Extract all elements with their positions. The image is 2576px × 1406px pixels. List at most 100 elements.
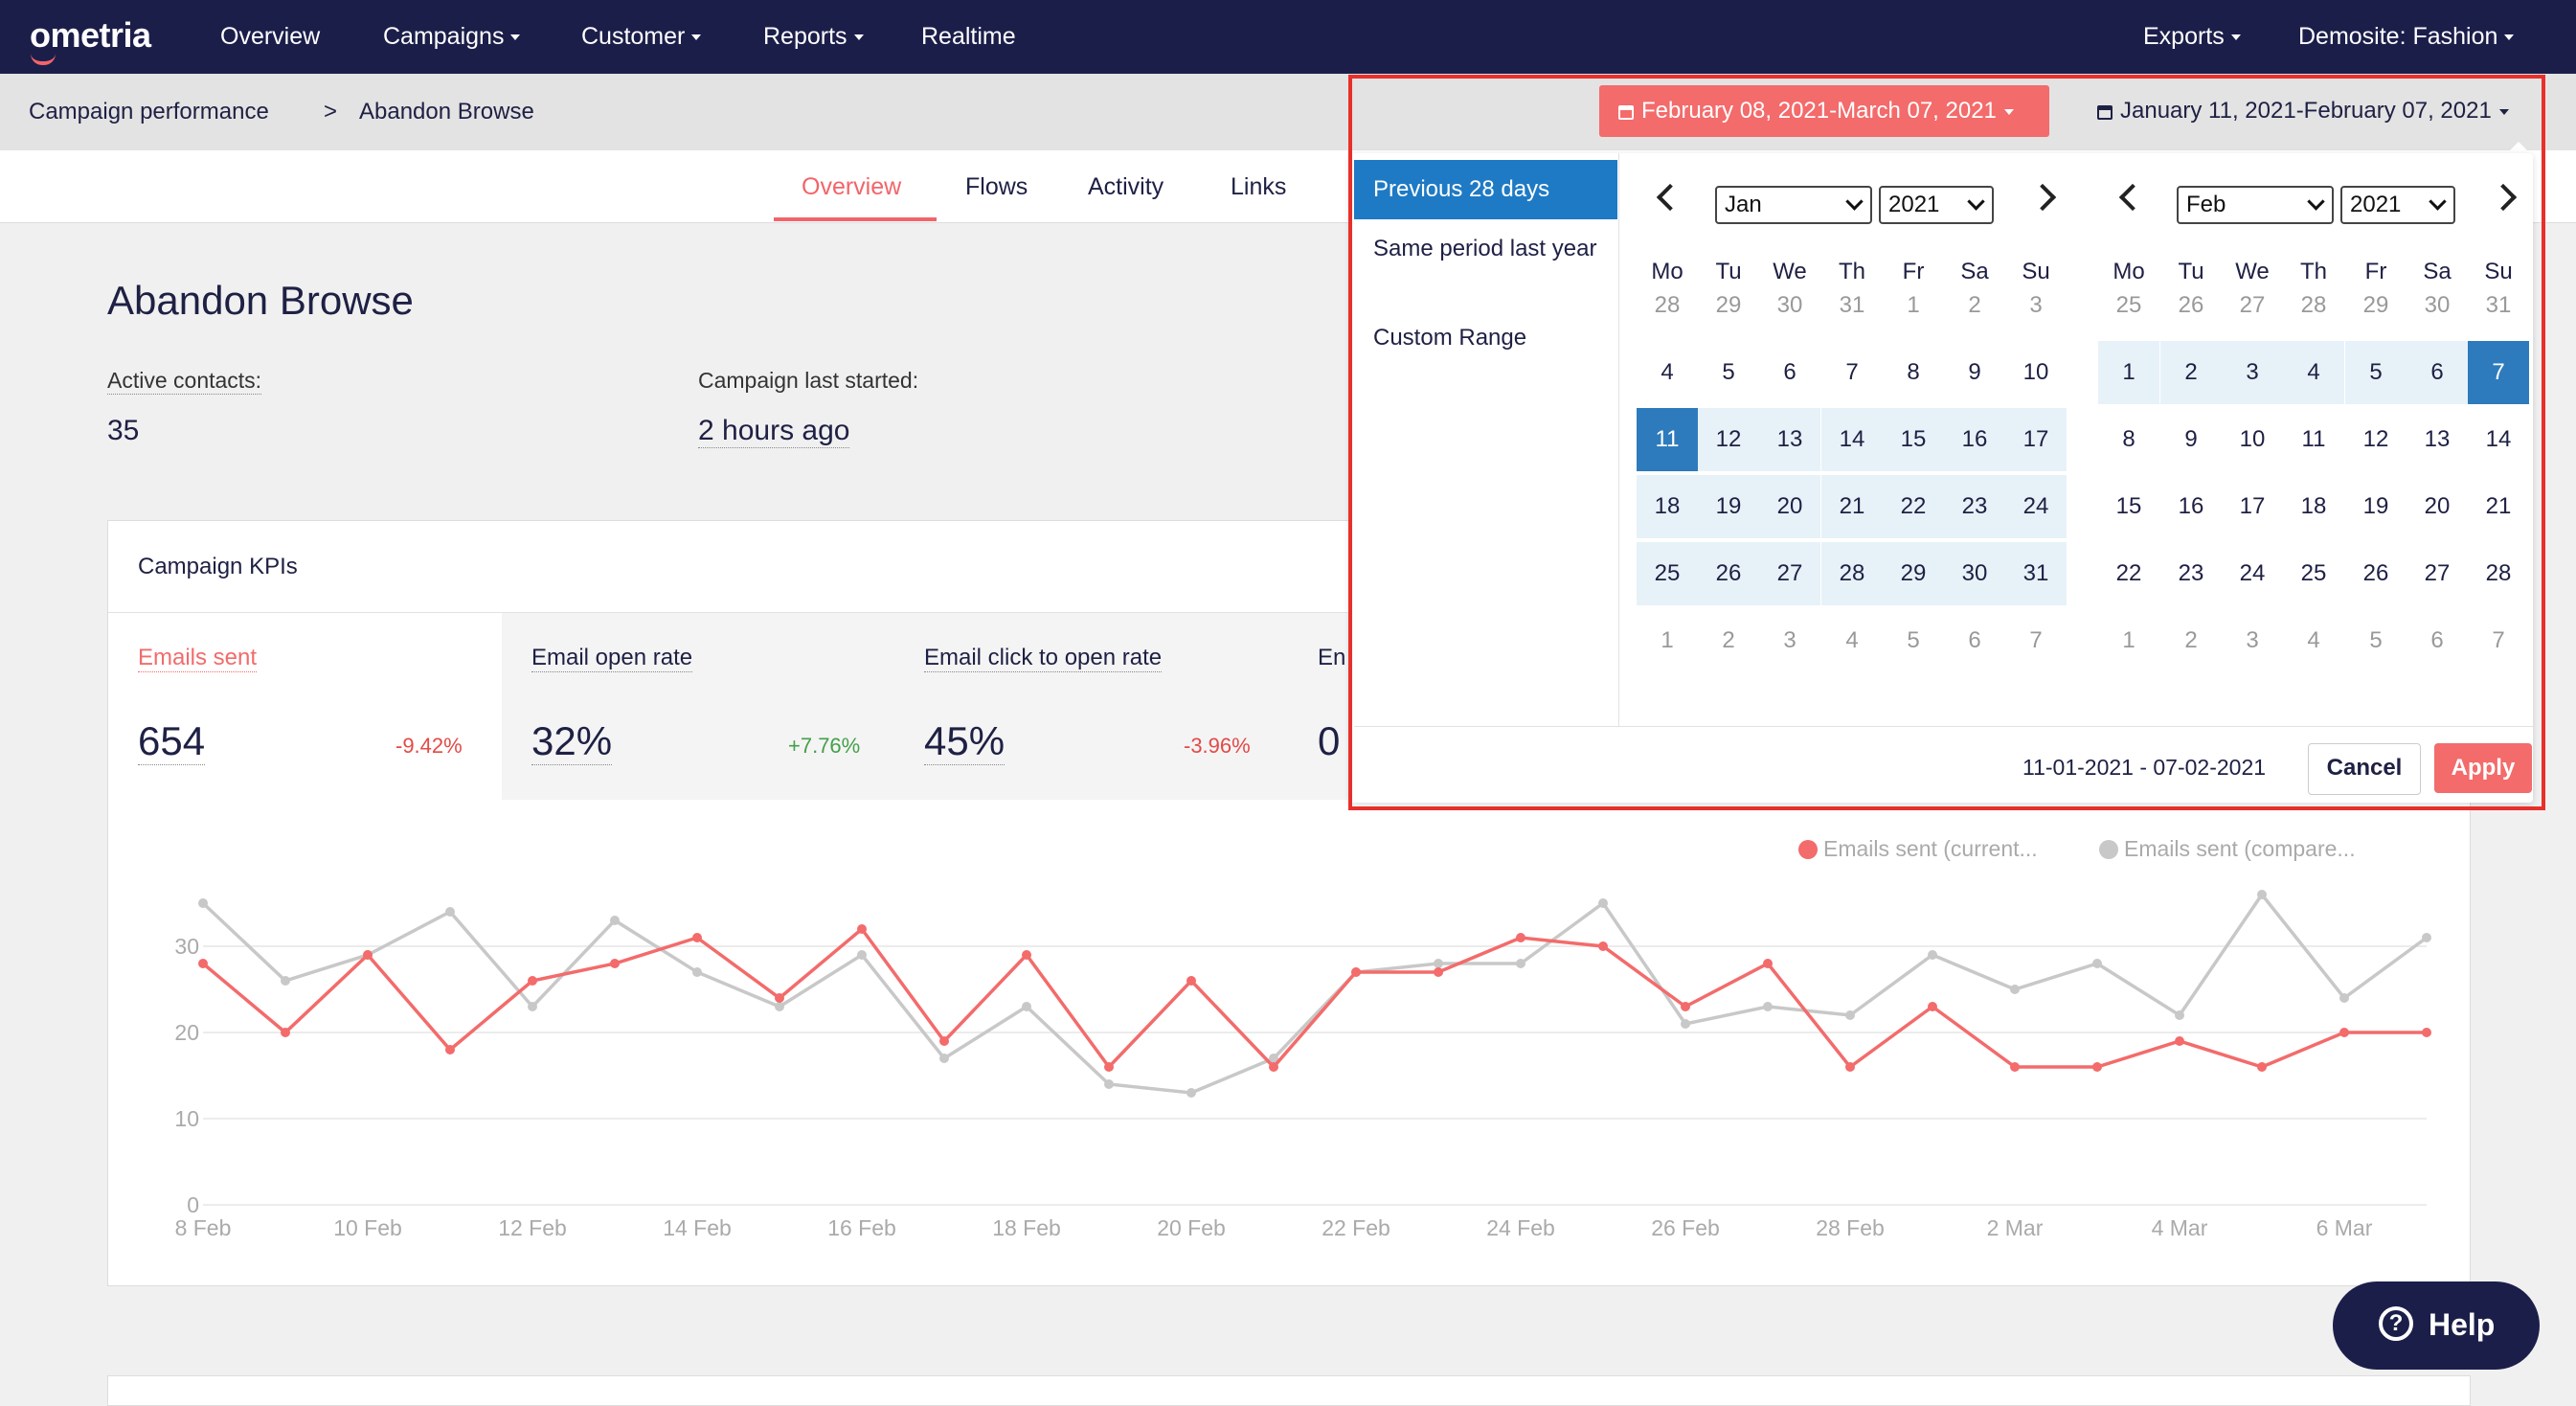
tab-overview[interactable]: Overview — [802, 173, 902, 200]
nav-reports[interactable]: Reports — [763, 23, 864, 51]
kpi-open-rate-label[interactable]: Email open rate — [531, 645, 693, 672]
calendar-day[interactable]: 7 — [1845, 359, 1859, 385]
calendar-day[interactable]: 1 — [1661, 627, 1674, 653]
calendar-day[interactable]: 19 — [1698, 475, 1759, 538]
calendar-day[interactable]: 6 — [2430, 627, 2444, 653]
range-same-period-last-year[interactable]: Same period last year — [1373, 236, 1597, 261]
calendar-day[interactable]: 31 — [2485, 292, 2512, 318]
tab-links[interactable]: Links — [1231, 173, 1287, 200]
left-month-select[interactable]: Jan — [1715, 186, 1872, 224]
calendar-day[interactable]: 24 — [2005, 475, 2067, 538]
nav-site-selector[interactable]: Demosite: Fashion — [2298, 23, 2515, 51]
calendar-day[interactable]: 9 — [1968, 359, 1981, 385]
calendar-day[interactable]: 10 — [2239, 426, 2266, 452]
calendar-day[interactable]: 3 — [2222, 341, 2283, 404]
calendar-day[interactable]: 19 — [2362, 493, 2389, 519]
calendar-day[interactable]: 25 — [1637, 542, 1698, 605]
calendar-day[interactable]: 29 — [1715, 292, 1742, 318]
calendar-day[interactable]: 12 — [2362, 426, 2389, 452]
calendar-day[interactable]: 4 — [1845, 627, 1859, 653]
legend-current[interactable]: Emails sent (current... — [1798, 836, 2038, 862]
calendar-day[interactable]: 31 — [1839, 292, 1865, 318]
calendar-day[interactable]: 4 — [2307, 627, 2320, 653]
calendar-day[interactable]: 20 — [1759, 475, 1820, 538]
calendar-day[interactable]: 1 — [2098, 341, 2159, 404]
calendar-day[interactable]: 30 — [1944, 542, 2005, 605]
calendar-day[interactable]: 26 — [2362, 560, 2389, 586]
calendar-day[interactable]: 17 — [2005, 408, 2067, 471]
cancel-button[interactable]: Cancel — [2308, 743, 2421, 795]
calendar-day[interactable]: 14 — [1821, 408, 1883, 471]
calendar-day[interactable]: 26 — [1698, 542, 1759, 605]
calendar-day[interactable]: 17 — [2239, 493, 2266, 519]
calendar-day[interactable]: 4 — [2283, 341, 2344, 404]
nav-overview[interactable]: Overview — [220, 23, 320, 51]
range-custom[interactable]: Custom Range — [1373, 325, 1527, 351]
tab-flows[interactable]: Flows — [965, 173, 1028, 200]
calendar-day[interactable]: 2 — [1968, 292, 1981, 318]
calendar-day[interactable]: 15 — [1883, 408, 1944, 471]
calendar-day[interactable]: 5 — [2345, 341, 2407, 404]
calendar-day[interactable]: 11 — [2301, 426, 2326, 452]
calendar-day[interactable]: 4 — [1661, 359, 1674, 385]
nav-customer[interactable]: Customer — [581, 23, 702, 51]
calendar-day[interactable]: 28 — [2300, 292, 2327, 318]
calendar-day[interactable]: 16 — [2178, 493, 2204, 519]
tab-activity[interactable]: Activity — [1088, 173, 1164, 200]
calendar-day[interactable]: 16 — [1944, 408, 2005, 471]
nav-exports[interactable]: Exports — [2143, 23, 2241, 51]
calendar-day[interactable]: 9 — [2184, 426, 2198, 452]
ometria-logo[interactable]: ometria — [30, 15, 151, 55]
calendar-day[interactable]: 27 — [2239, 292, 2266, 318]
calendar-day[interactable]: 7 — [2468, 341, 2529, 404]
calendar-day[interactable]: 23 — [2178, 560, 2204, 586]
breadcrumb-parent[interactable]: Campaign performance — [29, 99, 269, 125]
calendar-day[interactable]: 15 — [2115, 493, 2142, 519]
calendar-day[interactable]: 20 — [2424, 493, 2451, 519]
calendar-day[interactable]: 3 — [2246, 627, 2259, 653]
calendar-day[interactable]: 12 — [1698, 408, 1759, 471]
calendar-day[interactable]: 28 — [2485, 560, 2512, 586]
calendar-day[interactable]: 5 — [1907, 627, 1920, 653]
calendar-day[interactable]: 29 — [2362, 292, 2389, 318]
calendar-day[interactable]: 24 — [2239, 560, 2266, 586]
legend-compare[interactable]: Emails sent (compare... — [2099, 836, 2356, 862]
calendar-day[interactable]: 27 — [1759, 542, 1820, 605]
calendar-day[interactable]: 23 — [1944, 475, 2005, 538]
calendar-day[interactable]: 2 — [1722, 627, 1735, 653]
calendar-day[interactable]: 8 — [2122, 426, 2135, 452]
calendar-day[interactable]: 25 — [2300, 560, 2327, 586]
calendar-day[interactable]: 5 — [2369, 627, 2383, 653]
calendar-day[interactable]: 5 — [1722, 359, 1735, 385]
calendar-day[interactable]: 3 — [2029, 292, 2043, 318]
calendar-day[interactable]: 22 — [1883, 475, 1944, 538]
calendar-day[interactable]: 13 — [1759, 408, 1820, 471]
calendar-day[interactable]: 18 — [1637, 475, 1698, 538]
calendar-day[interactable]: 7 — [2492, 627, 2505, 653]
calendar-day[interactable]: 18 — [2300, 493, 2327, 519]
kpi-fourth-label[interactable]: En — [1318, 645, 1346, 670]
calendar-day[interactable]: 29 — [1883, 542, 1944, 605]
calendar-day[interactable]: 10 — [2022, 359, 2049, 385]
calendar-day[interactable]: 7 — [2029, 627, 2043, 653]
calendar-day[interactable]: 30 — [2424, 292, 2451, 318]
help-button[interactable]: ? Help — [2333, 1281, 2540, 1370]
calendar-day[interactable]: 1 — [2122, 627, 2135, 653]
calendar-day[interactable]: 13 — [2424, 426, 2451, 452]
right-year-select[interactable]: 2021 — [2340, 186, 2455, 224]
calendar-day[interactable]: 22 — [2115, 560, 2142, 586]
calendar-day[interactable]: 28 — [1821, 542, 1883, 605]
compare-date-range-button[interactable]: January 11, 2021-February 07, 2021 — [2078, 85, 2538, 137]
apply-button[interactable]: Apply — [2434, 743, 2532, 793]
calendar-day[interactable]: 25 — [2115, 292, 2142, 318]
right-month-select[interactable]: Feb — [2177, 186, 2334, 224]
kpi-click-to-open-label[interactable]: Email click to open rate — [924, 645, 1163, 672]
current-date-range-button[interactable]: February 08, 2021-March 07, 2021 — [1599, 85, 2049, 137]
calendar-day[interactable]: 8 — [1907, 359, 1920, 385]
calendar-day[interactable]: 21 — [1821, 475, 1883, 538]
calendar-day[interactable]: 26 — [2178, 292, 2204, 318]
calendar-day[interactable]: 2 — [2184, 627, 2198, 653]
calendar-day[interactable]: 11 — [1637, 408, 1698, 471]
nav-realtime[interactable]: Realtime — [921, 23, 1016, 51]
calendar-day[interactable]: 2 — [2160, 341, 2222, 404]
